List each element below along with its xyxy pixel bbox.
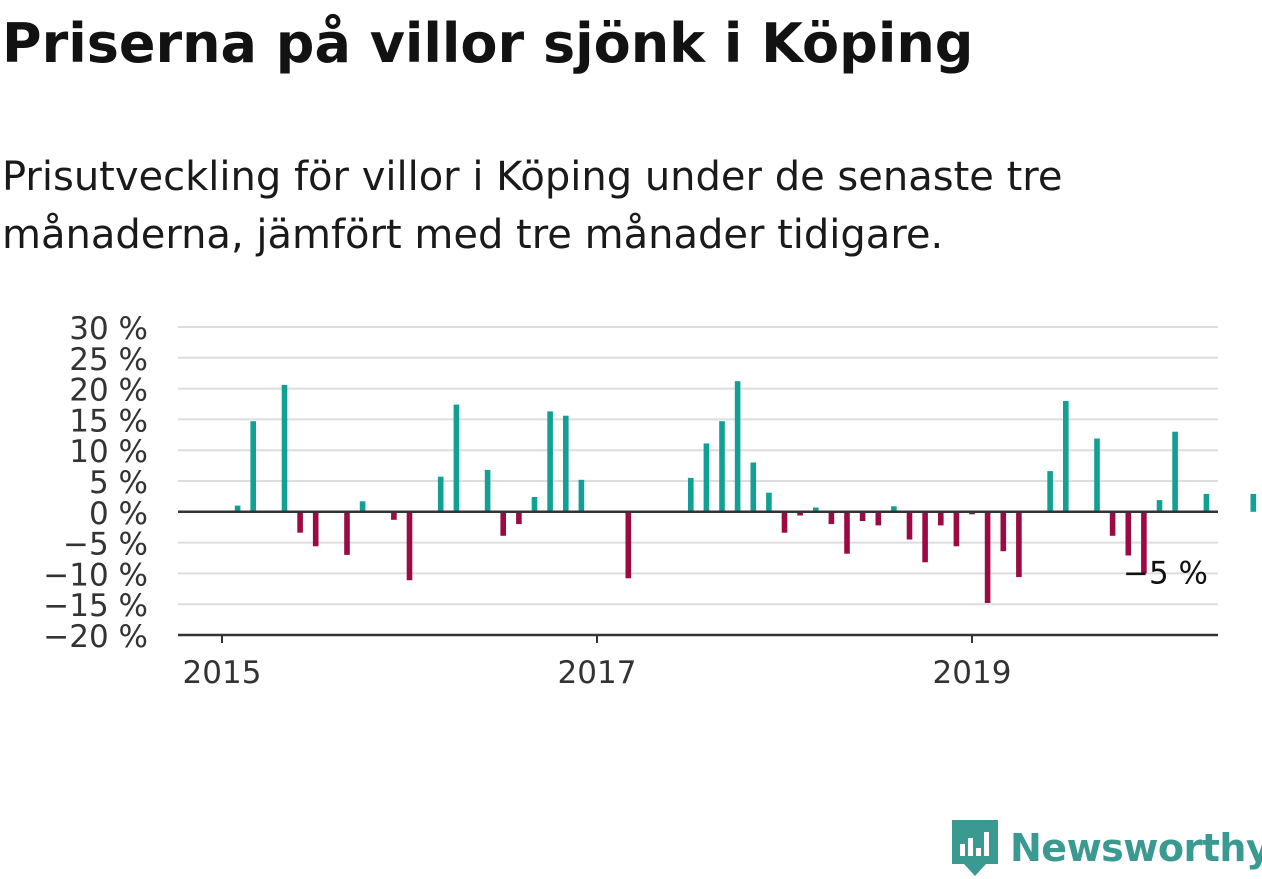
bar (359, 501, 366, 512)
chart-title: Priserna på villor sjönk i Köping (2, 12, 974, 75)
bar (1125, 511, 1132, 556)
x-tick-label: 2015 (183, 655, 262, 691)
last-value-label: −5 % (1123, 555, 1208, 591)
bar (516, 511, 522, 525)
bar (312, 511, 319, 547)
bar (1172, 431, 1178, 512)
newsworthy-logo-icon (952, 820, 998, 876)
bar (391, 511, 397, 520)
bars (234, 381, 1257, 603)
bar (813, 507, 819, 512)
bar (688, 477, 694, 512)
bar (891, 506, 897, 512)
bar (406, 511, 413, 581)
bar (484, 469, 491, 512)
bar (906, 511, 913, 540)
y-tick-label: 25 % (69, 342, 148, 378)
bar (1016, 511, 1022, 578)
bar (953, 511, 960, 547)
bar (1250, 493, 1257, 512)
bar (781, 511, 788, 533)
bar (734, 381, 741, 512)
y-tick-label: 30 % (69, 311, 148, 347)
y-tick-label: 20 % (69, 373, 148, 409)
bar (547, 411, 553, 512)
bar (281, 384, 288, 512)
newsworthy-logo-text: Newsworthy (1010, 826, 1262, 870)
axes (178, 510, 1218, 643)
chart-subtitle: Prisutveckling för villor i Köping under… (2, 154, 1063, 258)
bar (1203, 493, 1210, 512)
bar (703, 443, 710, 512)
bar (453, 404, 460, 512)
y-tick-label: 0 % (89, 496, 148, 532)
bar (1047, 471, 1053, 512)
bar (828, 511, 835, 525)
y-tick-label: −5 % (63, 527, 148, 563)
bar (234, 505, 241, 512)
y-tick-label: 5 % (89, 465, 148, 501)
bar (797, 511, 803, 516)
bar (922, 511, 928, 563)
bar (531, 497, 538, 512)
bar (1156, 500, 1163, 512)
x-tick-label: 2017 (558, 655, 637, 691)
bar (1094, 438, 1100, 512)
y-tick-label: 15 % (69, 403, 148, 439)
bar (750, 462, 757, 512)
bar (578, 479, 585, 512)
bar (563, 415, 569, 512)
bar (938, 511, 944, 526)
bar-chart: 30 %25 %20 %15 %10 %5 %0 %−5 %−10 %−15 %… (43, 311, 1257, 691)
bar (984, 511, 991, 603)
newsworthy-logo: Newsworthy (950, 818, 1262, 878)
bar (297, 511, 303, 533)
y-tick-label: −20 % (43, 619, 148, 655)
bar (250, 421, 256, 512)
y-tick-label: 10 % (69, 434, 148, 470)
bar (625, 511, 632, 579)
bar (859, 511, 866, 521)
bar (500, 511, 506, 536)
x-tick-label: 2019 (933, 655, 1012, 691)
bar (344, 511, 350, 555)
bar (1000, 511, 1007, 552)
bar (766, 492, 772, 512)
y-tick-label: −15 % (43, 588, 148, 624)
bar (1109, 511, 1116, 536)
bar (875, 511, 882, 526)
bar (719, 421, 725, 512)
tick-labels: 30 %25 %20 %15 %10 %5 %0 %−5 %−10 %−15 %… (43, 311, 1208, 691)
gridlines (178, 326, 1218, 636)
bar (437, 476, 444, 512)
bar (1141, 511, 1147, 574)
bar (1063, 400, 1069, 512)
y-tick-label: −10 % (43, 557, 148, 593)
bar (844, 511, 850, 554)
